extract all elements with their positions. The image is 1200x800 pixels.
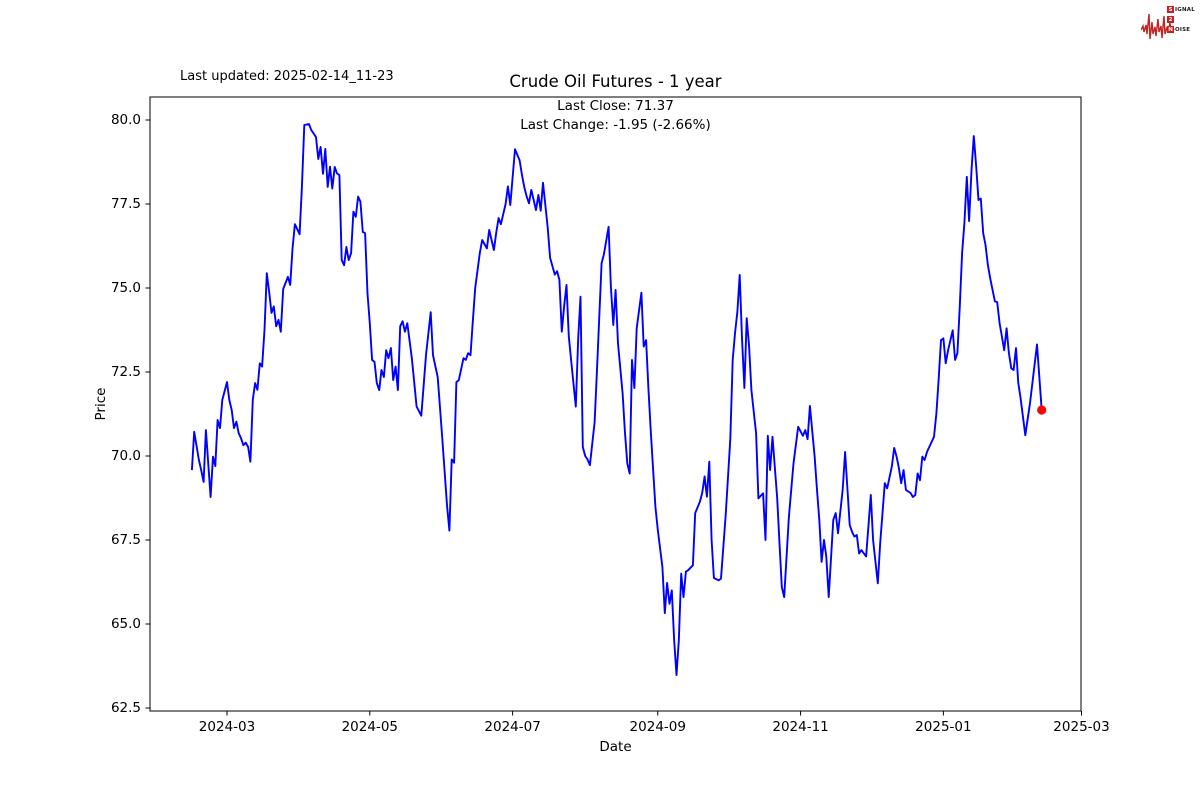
y-tick-label: 80.0: [110, 112, 141, 128]
logo-row-noise: N OISE: [1167, 25, 1195, 34]
price-line: [190, 123, 1043, 677]
y-tick-label: 72.5: [110, 364, 141, 380]
x-tick-label: 2024-09: [629, 719, 686, 735]
y-axis-label: Price: [93, 387, 109, 421]
y-tick-label: 70.0: [110, 448, 141, 464]
logo-row-signal: S IGNAL: [1167, 5, 1195, 14]
chart-annotation: Last Close: 71.37 Last Change: -1.95 (-2…: [150, 97, 1081, 135]
logo-text: S IGNAL 2 N OISE: [1167, 5, 1195, 35]
x-axis-ticks: [226, 711, 1083, 716]
logo-letter-s: S: [1167, 6, 1174, 13]
x-tick-label: 2024-05: [341, 719, 398, 735]
y-tick-label: 75.0: [110, 280, 141, 296]
y-tick-label: 77.5: [110, 196, 141, 212]
signal2noise-logo: S IGNAL 2 N OISE: [1141, 3, 1197, 43]
x-tick-label: 2025-01: [915, 719, 972, 735]
y-tick-label: 67.5: [110, 532, 141, 548]
logo-noise-rest: OISE: [1175, 26, 1191, 33]
logo-letter-2: 2: [1167, 16, 1174, 23]
last-price-dot: [1037, 405, 1047, 415]
x-tick-label: 2024-07: [484, 719, 541, 735]
x-tick-label: 2024-03: [198, 719, 256, 735]
plot-frame: [149, 96, 1082, 712]
logo-signal-rest: IGNAL: [1175, 6, 1195, 13]
x-tick-label: 2025-03: [1053, 719, 1110, 735]
logo-row-2: 2: [1167, 15, 1195, 24]
logo-letter-n: N: [1167, 26, 1174, 33]
chart-title: Crude Oil Futures - 1 year: [509, 72, 722, 91]
last-change-text: Last Change: -1.95 (-2.66%): [520, 117, 711, 133]
x-axis-label: Date: [599, 739, 632, 755]
last-updated-label: Last updated: 2025-02-14_11-23: [180, 69, 394, 84]
y-tick-label: 62.5: [110, 700, 141, 716]
y-tick-label: 65.0: [110, 616, 141, 632]
x-tick-label: 2024-11: [772, 719, 829, 735]
last-close-text: Last Close: 71.37: [557, 98, 674, 114]
y-axis-ticks: [145, 119, 150, 709]
